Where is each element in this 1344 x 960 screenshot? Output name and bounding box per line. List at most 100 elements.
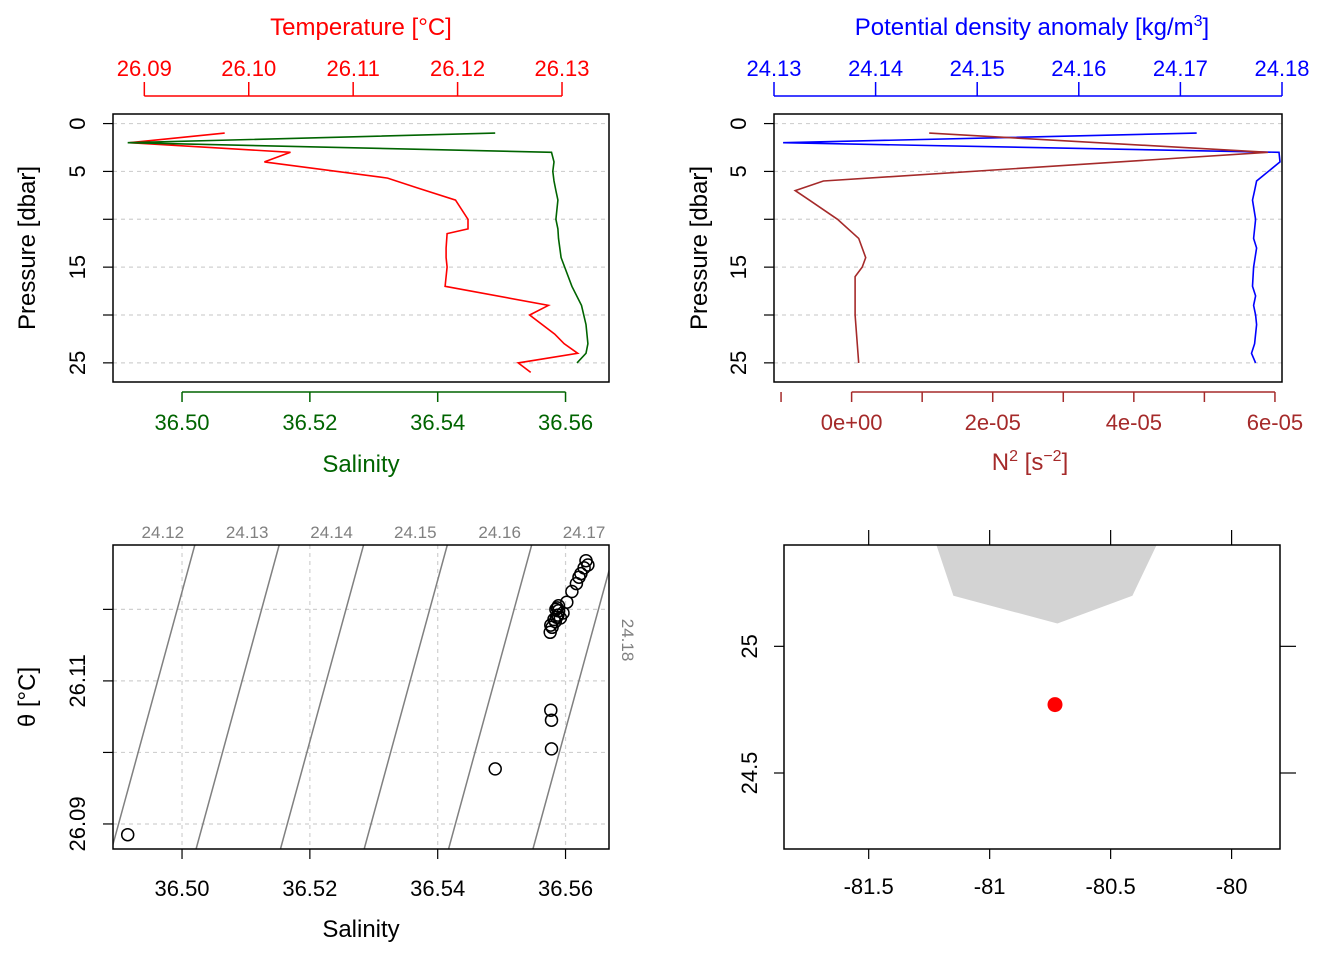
- lon-tick-label: -80.5: [1086, 874, 1136, 899]
- isopycnal-label: 24.14: [310, 523, 353, 542]
- p2-grid: [774, 122, 1282, 364]
- bottom-axis-tick-label: 6e-05: [1247, 410, 1303, 435]
- p4-frame: [783, 544, 1281, 850]
- top-axis-tick-label: 26.10: [221, 56, 276, 81]
- p3-salinity-axis-title: Salinity: [322, 916, 399, 943]
- isopycnal-line: [279, 545, 365, 849]
- bottom-axis-tick-label: 2e-05: [965, 410, 1021, 435]
- top-axis-tick-label: 26.13: [534, 56, 589, 81]
- bottom-axis-tick-label: 0e+00: [821, 410, 883, 435]
- top-axis-tick-label: 24.15: [950, 56, 1005, 81]
- isopycnal-label: 24.15: [394, 523, 437, 542]
- p1-pressure-axis-title: Pressure [dbar]: [14, 166, 41, 330]
- n2-line: [793, 132, 1268, 363]
- bottom-axis-tick-label: 36.56: [538, 410, 593, 435]
- ts-point: [544, 742, 559, 756]
- p2-series: [783, 132, 1281, 364]
- p1-frame: [112, 113, 610, 383]
- p3-isopycnals: [113, 545, 700, 849]
- isopycnal-label: 24.13: [226, 523, 269, 542]
- station-marker: [1047, 697, 1063, 713]
- p2-density-axis-title: Potential density anomaly [kg/m3]: [855, 13, 1209, 41]
- salinity-line: [127, 132, 589, 364]
- top-axis-tick-label: 24.13: [746, 56, 801, 81]
- ts-point: [120, 827, 135, 842]
- theta-tick-label: 26.11: [65, 654, 90, 707]
- temperature-line: [129, 132, 580, 374]
- p3-grid: [113, 545, 609, 849]
- isopycnal-line: [617, 545, 700, 849]
- lon-tick-label: -80: [1216, 874, 1248, 899]
- isopycnal-line: [363, 545, 449, 849]
- top-axis-tick-label: 24.14: [848, 56, 903, 81]
- p1-axes: 0 5 15 25 26.09 26.10 26.11 26.12 26.13 36.50 36.5…: [65, 56, 593, 435]
- salinity-tick-label: 36.50: [154, 876, 209, 901]
- p2-frame: [773, 113, 1283, 383]
- p4-land: [936, 545, 1157, 624]
- salinity-tick-label: 36.54: [410, 876, 465, 901]
- ts-point: [488, 762, 502, 776]
- ts-point: [581, 558, 595, 572]
- p1-salinity-axis-title: Salinity: [322, 451, 399, 478]
- p3-points: [120, 553, 595, 842]
- p3-isopycnal-labels: 24.12 24.13 24.14 24.15 24.16 24.17 24.18: [142, 523, 637, 661]
- p1-series: [127, 132, 589, 374]
- ts-point: [560, 595, 574, 609]
- lat-tick-label: 24.5: [737, 752, 762, 795]
- isopycnal-label: 24.16: [478, 523, 521, 542]
- p4-station: [1047, 697, 1063, 713]
- lon-tick-label: -81.5: [844, 874, 894, 899]
- p3-frame: [112, 544, 610, 850]
- ts-point: [544, 713, 559, 727]
- bottom-axis-tick-label: 36.54: [410, 410, 465, 435]
- pressure-tick-label: 15: [65, 255, 90, 279]
- isopycnal-line: [195, 545, 280, 849]
- p3-theta-axis-title: θ [°C]: [14, 667, 41, 727]
- isopycnal-label: 24.12: [142, 523, 185, 542]
- isopycnal-label: 24.17: [563, 523, 606, 542]
- p4-axes: -81.5 -81 -80.5 -80 25 24.5: [737, 530, 1296, 899]
- bottom-axis-tick-label: 36.50: [154, 410, 209, 435]
- isopycnal-line: [447, 545, 533, 849]
- isopycnal-line: [532, 567, 609, 849]
- lon-tick-label: -81: [974, 874, 1006, 899]
- top-axis-tick-label: 24.16: [1051, 56, 1106, 81]
- salinity-tick-label: 36.56: [538, 876, 593, 901]
- theta-tick-label: 26.09: [65, 796, 90, 851]
- top-axis-tick-label: 24.17: [1153, 56, 1208, 81]
- pressure-tick-label: 25: [726, 351, 751, 375]
- ts-point: [565, 584, 579, 599]
- p3-axes: 26.09 26.11 36.50 36.52 36.54 36.56: [65, 608, 593, 901]
- pressure-tick-label: 0: [65, 117, 90, 129]
- pressure-tick-label: 0: [726, 117, 751, 129]
- ts-diagram-panel: 24.12 24.13 24.14 24.15 24.16 24.17 24.18 26.0…: [14, 523, 700, 943]
- ts-point: [544, 703, 558, 717]
- top-axis-tick-label: 24.18: [1254, 56, 1309, 81]
- salinity-tick-label: 36.52: [282, 876, 337, 901]
- lat-tick-label: 25: [737, 634, 762, 658]
- pressure-tick-label: 25: [65, 351, 90, 375]
- ts-point: [549, 602, 563, 617]
- land-polygon: [936, 545, 1157, 624]
- p2-n2-axis-title: N2 [s−2]: [992, 448, 1069, 476]
- p2-pressure-axis-title: Pressure [dbar]: [686, 166, 713, 330]
- p2-axes: 0 5 15 25 24.13 24.14 24.15 24.16 24.17 24.18 0e+0…: [726, 56, 1310, 435]
- density-n2-profile-panel: 0 5 15 25 24.13 24.14 24.15 24.16 24.17 24.18 0e+0…: [686, 13, 1310, 476]
- p1-grid: [113, 122, 609, 364]
- ts-point: [577, 561, 591, 575]
- top-axis-tick-label: 26.09: [117, 56, 172, 81]
- pressure-tick-label: 15: [726, 255, 751, 279]
- pressure-tick-label: 5: [726, 165, 751, 177]
- bottom-axis-tick-label: 36.52: [282, 410, 337, 435]
- isopycnal-line: [113, 545, 196, 848]
- top-axis-tick-label: 26.12: [430, 56, 485, 81]
- p1-temperature-axis-title: Temperature [°C]: [270, 14, 452, 41]
- top-axis-tick-label: 26.11: [326, 56, 379, 81]
- station-map-panel: -81.5 -81 -80.5 -80 25 24.5: [737, 530, 1296, 899]
- bottom-axis-tick-label: 4e-05: [1106, 410, 1162, 435]
- density-line: [783, 132, 1281, 364]
- pressure-tick-label: 5: [65, 165, 90, 177]
- isopycnal-label: 24.18: [618, 619, 637, 662]
- temperature-salinity-profile-panel: 0 5 15 25 26.09 26.10 26.11 26.12 26.13 36.50 36.5…: [14, 14, 610, 478]
